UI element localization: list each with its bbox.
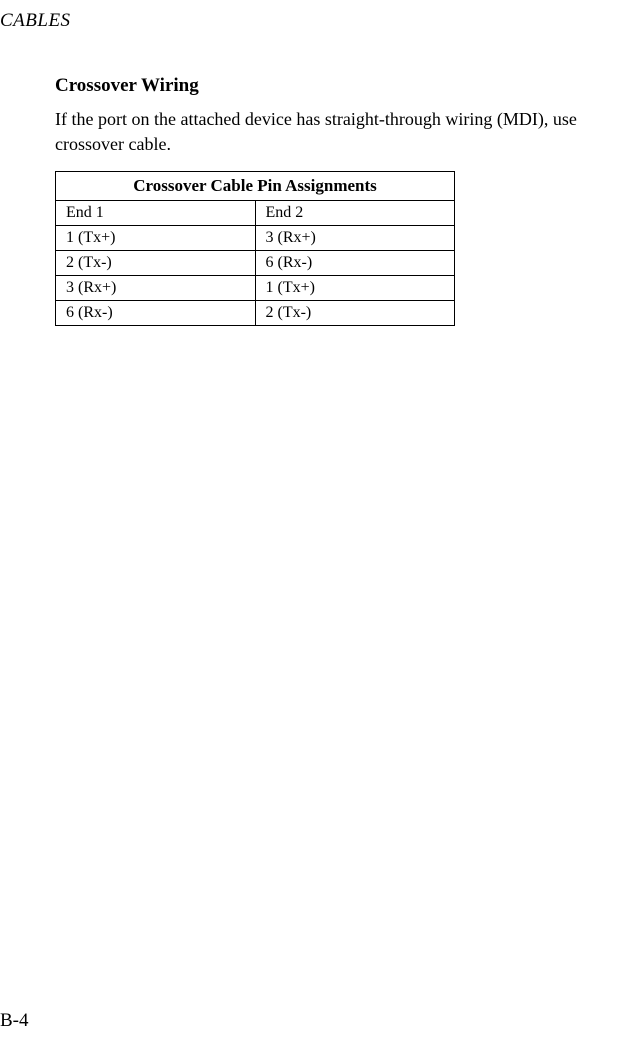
pin-assignments-table: Crossover Cable Pin Assignments End 1 En… [55, 171, 455, 326]
main-content: Crossover Wiring If the port on the atta… [55, 75, 643, 326]
table-cell: 1 (Tx+) [56, 226, 256, 251]
table-cell: 6 (Rx-) [255, 251, 455, 276]
table-cell: 2 (Tx-) [255, 301, 455, 326]
table-cell: 3 (Rx+) [56, 276, 256, 301]
page-number: B-4 [0, 1010, 29, 1032]
table-row: 3 (Rx+) 1 (Tx+) [56, 276, 455, 301]
table-cell: 1 (Tx+) [255, 276, 455, 301]
table-cell: 3 (Rx+) [255, 226, 455, 251]
table-col-header: End 1 [56, 201, 256, 226]
section-body: If the port on the attached device has s… [55, 107, 643, 157]
chapter-header: CABLES [0, 10, 71, 32]
table-col-header: End 2 [255, 201, 455, 226]
table-cell: 6 (Rx-) [56, 301, 256, 326]
table-row: 2 (Tx-) 6 (Rx-) [56, 251, 455, 276]
table-title: Crossover Cable Pin Assignments [56, 172, 455, 201]
table-cell: 2 (Tx-) [56, 251, 256, 276]
chapter-label: CABLES [0, 10, 71, 31]
table-header-row: End 1 End 2 [56, 201, 455, 226]
table-row: 6 (Rx-) 2 (Tx-) [56, 301, 455, 326]
table-row: 1 (Tx+) 3 (Rx+) [56, 226, 455, 251]
section-title: Crossover Wiring [55, 75, 643, 97]
